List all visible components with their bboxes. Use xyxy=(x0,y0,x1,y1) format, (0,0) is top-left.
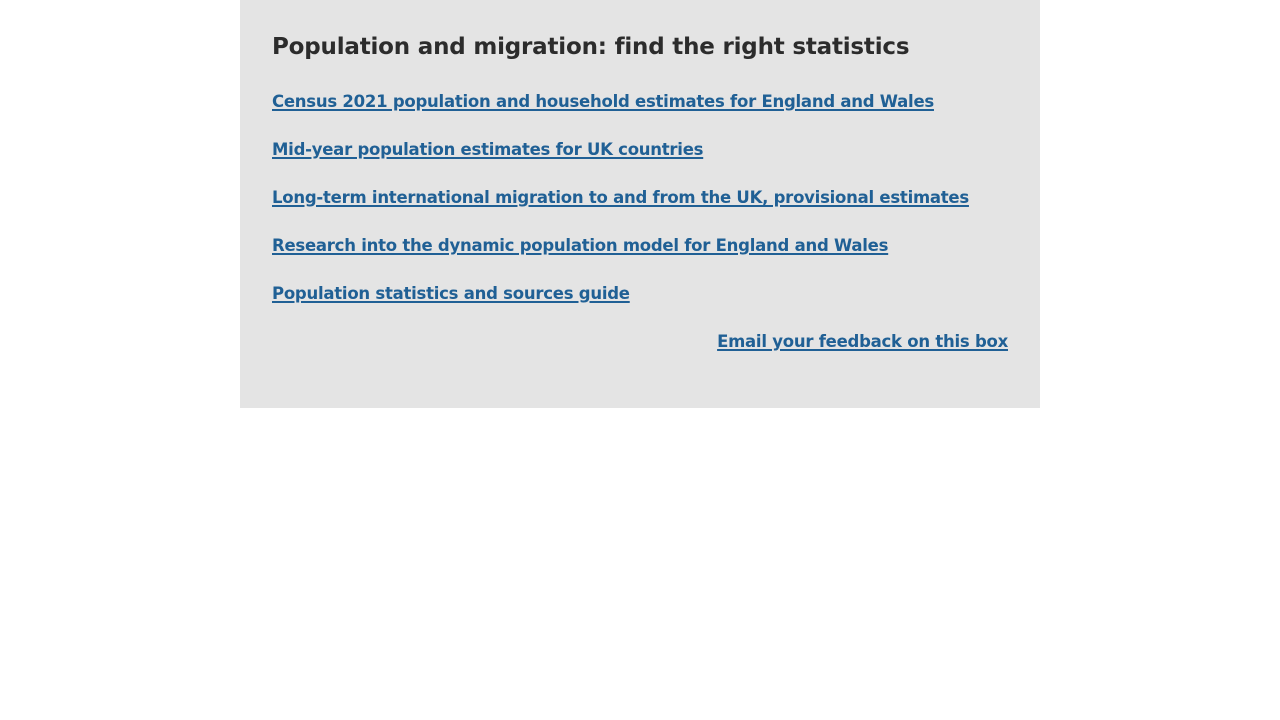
list-item: Census 2021 population and household est… xyxy=(272,92,1008,140)
email-feedback-link[interactable]: Email your feedback on this box xyxy=(717,332,1008,351)
mid-year-estimates-link[interactable]: Mid-year population estimates for UK cou… xyxy=(272,140,704,159)
list-item: Mid-year population estimates for UK cou… xyxy=(272,140,1008,188)
statistics-links-list: Census 2021 population and household est… xyxy=(272,92,1008,332)
panel-title: Population and migration: find the right… xyxy=(272,34,910,60)
list-item: Population statistics and sources guide xyxy=(272,284,1008,332)
statistics-panel: Population and migration: find the right… xyxy=(240,0,1040,408)
census-2021-link[interactable]: Census 2021 population and household est… xyxy=(272,92,934,111)
dynamic-population-model-link[interactable]: Research into the dynamic population mod… xyxy=(272,236,889,255)
list-item: Long-term international migration to and… xyxy=(272,188,1008,236)
list-item: Research into the dynamic population mod… xyxy=(272,236,1008,284)
sources-guide-link[interactable]: Population statistics and sources guide xyxy=(272,284,630,303)
international-migration-link[interactable]: Long-term international migration to and… xyxy=(272,188,969,207)
